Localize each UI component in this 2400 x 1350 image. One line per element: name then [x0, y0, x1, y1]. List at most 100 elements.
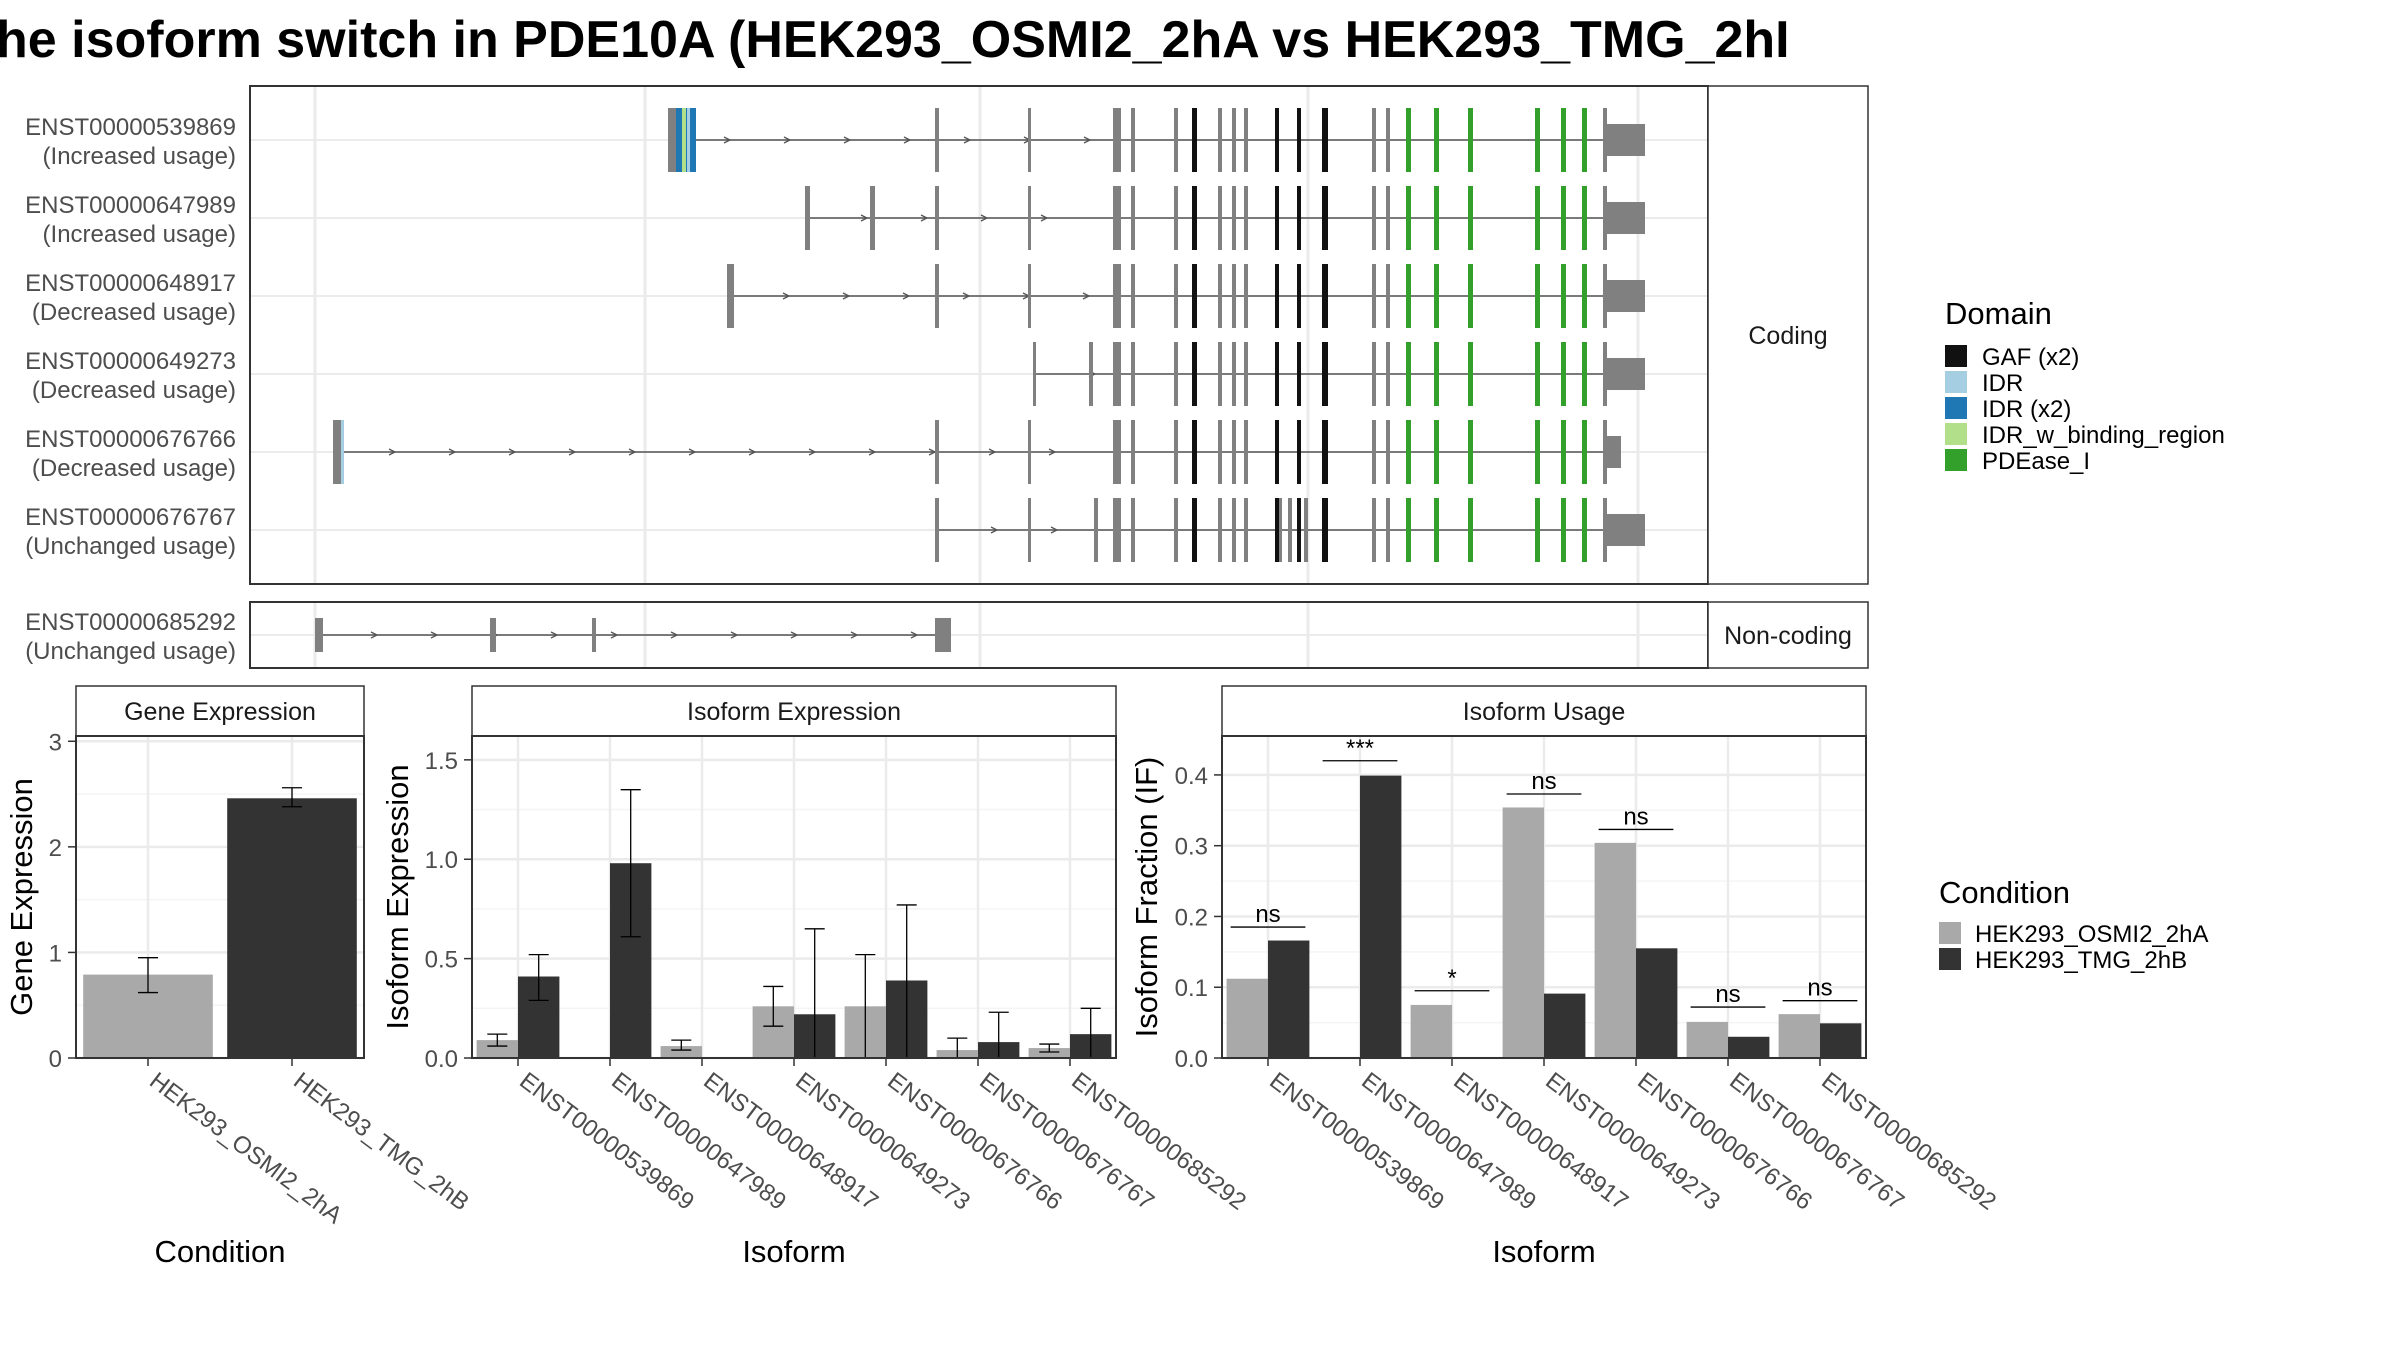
- transcript-id-label: ENST00000648917: [25, 270, 236, 297]
- utr-exon: [1605, 514, 1645, 546]
- domain-exon: [1468, 498, 1473, 562]
- bar: [1410, 1004, 1452, 1058]
- legend-title: Domain: [1945, 296, 2052, 331]
- domain-exon: [1275, 420, 1279, 484]
- domain-exon: [1582, 186, 1587, 250]
- bar: [1268, 940, 1310, 1058]
- exon: [935, 498, 939, 562]
- exon: [1131, 342, 1135, 406]
- exon: [1386, 498, 1390, 562]
- domain-exon: [1322, 108, 1328, 172]
- legend-swatch: [1939, 922, 1961, 944]
- intron-arrow: [550, 631, 559, 639]
- panel-strip: [1707, 85, 1869, 585]
- plot-border: [75, 735, 365, 1059]
- exon: [1174, 186, 1178, 250]
- intron-arrow: [903, 136, 912, 144]
- domain-exon: [1297, 342, 1301, 406]
- chart-title: Gene Expression: [124, 698, 316, 726]
- domain-exon: [1582, 342, 1587, 406]
- y-tick-label: 1.5: [425, 748, 458, 775]
- bar: [660, 1046, 702, 1058]
- significance-label: ***: [1346, 735, 1374, 762]
- legend-title: Condition: [1939, 875, 2070, 910]
- legend-swatch: [1939, 948, 1961, 970]
- chart-strip: [1221, 685, 1867, 737]
- exon: [1244, 498, 1248, 562]
- y-tick-label: 0.4: [1175, 763, 1208, 790]
- domain-exon: [1297, 186, 1301, 250]
- domain-exon: [1582, 498, 1587, 562]
- legend-label: IDR (x2): [1982, 396, 2071, 423]
- domain-exon: [1192, 186, 1197, 250]
- exon: [1028, 186, 1031, 250]
- exon: [1218, 186, 1222, 250]
- transcript-usage-label: (Increased usage): [43, 143, 236, 170]
- intron-arrow: [748, 448, 757, 456]
- exon: [1131, 264, 1135, 328]
- exon: [935, 420, 939, 484]
- exon: [1113, 498, 1121, 562]
- exon: [1232, 342, 1236, 406]
- exon: [1232, 186, 1236, 250]
- exon: [1232, 264, 1236, 328]
- y-axis-label: Gene Expression: [4, 778, 39, 1016]
- legend-label: PDEase_I: [1982, 448, 2090, 475]
- intron-arrow: [730, 631, 739, 639]
- y-tick-label: 0.3: [1175, 834, 1208, 861]
- domain-exon: [1561, 342, 1566, 406]
- transcript-id-label: ENST00000647989: [25, 192, 236, 219]
- domain-exon: [1192, 264, 1197, 328]
- exon: [1113, 420, 1121, 484]
- transcript-track: [805, 186, 1645, 250]
- utr-exon: [1605, 124, 1645, 156]
- chart-strip: [75, 685, 365, 737]
- domain-exon: [1582, 420, 1587, 484]
- domain-exon: [1322, 342, 1328, 406]
- intron-arrow: [782, 292, 791, 300]
- domain-exon: [1275, 342, 1279, 406]
- domain-exon: [1535, 186, 1540, 250]
- x-axis-label: Isoform: [1492, 1234, 1595, 1269]
- exon: [1174, 108, 1178, 172]
- exon: [1113, 186, 1121, 250]
- intron-arrow: [850, 631, 859, 639]
- domain-exon: [1322, 498, 1328, 562]
- bar: [1226, 978, 1268, 1058]
- chart-strip: [471, 685, 1117, 737]
- domain-exon: [1192, 498, 1197, 562]
- intron-arrow: [370, 631, 379, 639]
- bar: [1778, 1014, 1820, 1058]
- intron-arrow: [448, 448, 457, 456]
- domain-exon: [1275, 186, 1279, 250]
- domain-exon: [1468, 420, 1473, 484]
- transcript-track: [668, 108, 1645, 172]
- domain-exon: [1535, 420, 1540, 484]
- exon: [1244, 264, 1248, 328]
- exon: [1372, 108, 1376, 172]
- intron-arrow: [508, 448, 517, 456]
- domain-exon: [1561, 498, 1566, 562]
- exon: [1244, 108, 1248, 172]
- exon: [1232, 498, 1236, 562]
- utr-exon: [1605, 358, 1645, 390]
- domain-exon: [1406, 186, 1411, 250]
- exon: [1288, 498, 1292, 562]
- intron-arrow: [980, 214, 989, 222]
- bar: [227, 798, 357, 1058]
- exon: [1174, 498, 1178, 562]
- utr-exon: [1605, 202, 1645, 234]
- exon: [1028, 108, 1031, 172]
- x-axis-label: Isoform: [742, 1234, 845, 1269]
- domain-exon: [1468, 108, 1473, 172]
- panel-strip-label: Coding: [1748, 322, 1827, 350]
- transcript-track: [315, 618, 951, 652]
- bar: [1544, 993, 1586, 1058]
- exon: [1386, 108, 1390, 172]
- exon: [1089, 342, 1093, 406]
- exon: [935, 618, 943, 652]
- intron-arrow: [1050, 526, 1059, 534]
- domain-exon: [341, 420, 344, 484]
- domain-exon: [1275, 108, 1279, 172]
- intron-arrow: [388, 448, 397, 456]
